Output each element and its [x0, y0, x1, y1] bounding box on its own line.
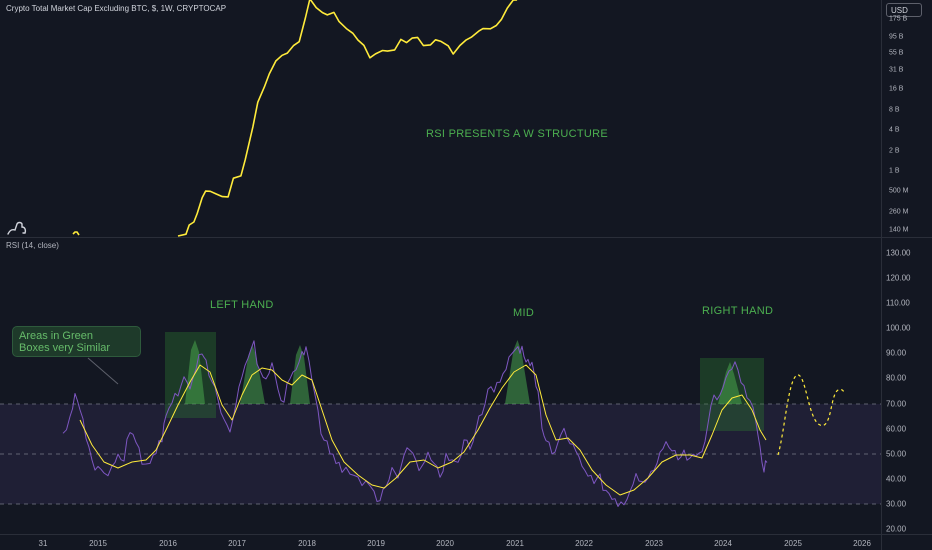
mid-label: MID — [513, 307, 535, 319]
price-axis-tick: 140 M — [889, 226, 909, 234]
callout-line: Areas in Green — [19, 330, 93, 342]
time-axis-tick: 2016 — [159, 539, 177, 548]
rsi-ma-line — [79, 364, 767, 496]
rsi-axis-tick: 90.00 — [886, 348, 907, 358]
currency-button[interactable]: USD — [886, 3, 922, 17]
time-axis-tick: 2015 — [89, 539, 107, 548]
time-axis-divider — [0, 534, 932, 535]
price-axis-tick: 31 B — [889, 66, 904, 74]
time-axis-tick: 2025 — [784, 539, 802, 548]
time-axis-tick: 2020 — [436, 539, 454, 548]
price-line-segment — [72, 231, 80, 236]
price-axis-tick: 95 B — [889, 33, 904, 41]
rsi-axis-tick: 60.00 — [886, 424, 907, 434]
time-axis-tick: 2024 — [714, 539, 732, 548]
time-axis-tick: 2019 — [367, 539, 385, 548]
price-axis-tick: 2 B — [889, 147, 900, 155]
overbought-fill — [290, 345, 310, 404]
price-axis-tick: 55 B — [889, 49, 904, 57]
time-axis-tick: 2023 — [645, 539, 663, 548]
price-axis-tick: 16 B — [889, 85, 904, 93]
rsi-axis-tick: 50.00 — [886, 449, 907, 459]
callout-box[interactable]: Areas in Green Boxes very Similar — [12, 326, 141, 357]
price-axis-tick: 500 M — [889, 187, 909, 195]
rsi-axis-tick: 120.00 — [886, 273, 911, 283]
price-chart[interactable] — [0, 0, 932, 238]
rsi-axis-tick: 70.00 — [886, 399, 907, 409]
time-axis-tick: 2022 — [575, 539, 593, 548]
time-axis-tick: 2021 — [506, 539, 524, 548]
rsi-line — [62, 340, 768, 507]
time-axis-tick: 2026 — [853, 539, 871, 548]
price-axis-tick: 260 M — [889, 208, 909, 216]
rsi-axis-tick: 40.00 — [886, 474, 907, 484]
rsi-axis-tick: 80.00 — [886, 373, 907, 383]
rsi-axis-tick: 20.00 — [886, 524, 907, 534]
tradingview-logo-icon — [7, 221, 27, 235]
price-axis-tick: 175 B — [889, 15, 908, 23]
pane-divider[interactable] — [0, 237, 932, 238]
price-line — [177, 0, 518, 237]
time-axis-tick: 31 — [38, 539, 48, 548]
chart-title: Crypto Total Market Cap Excluding BTC, $… — [6, 4, 227, 13]
time-axis-tick: 2018 — [298, 539, 316, 548]
rsi-axis-tick: 130.00 — [886, 248, 911, 258]
overbought-fill — [718, 362, 742, 404]
price-axis-tick: 1 B — [889, 167, 900, 175]
price-axis-divider — [881, 0, 882, 550]
w-structure-annotation: RSI PRESENTS A W STRUCTURE — [426, 128, 608, 140]
right-hand-label: RIGHT HAND — [702, 305, 774, 317]
rsi-indicator-label[interactable]: RSI (14, close) — [6, 241, 59, 250]
callout-line: Boxes very Similar — [19, 342, 111, 354]
overbought-fill — [505, 340, 530, 404]
left-hand-label: LEFT HAND — [210, 299, 274, 311]
rsi-axis-tick: 100.00 — [886, 323, 911, 333]
callout-pointer — [87, 357, 119, 385]
rsi-axis-tick: 30.00 — [886, 499, 907, 509]
price-axis-tick: 8 B — [889, 106, 900, 114]
rsi-axis-tick: 110.00 — [886, 298, 910, 308]
time-axis-tick: 2017 — [228, 539, 246, 548]
price-axis-tick: 4 B — [889, 126, 900, 134]
